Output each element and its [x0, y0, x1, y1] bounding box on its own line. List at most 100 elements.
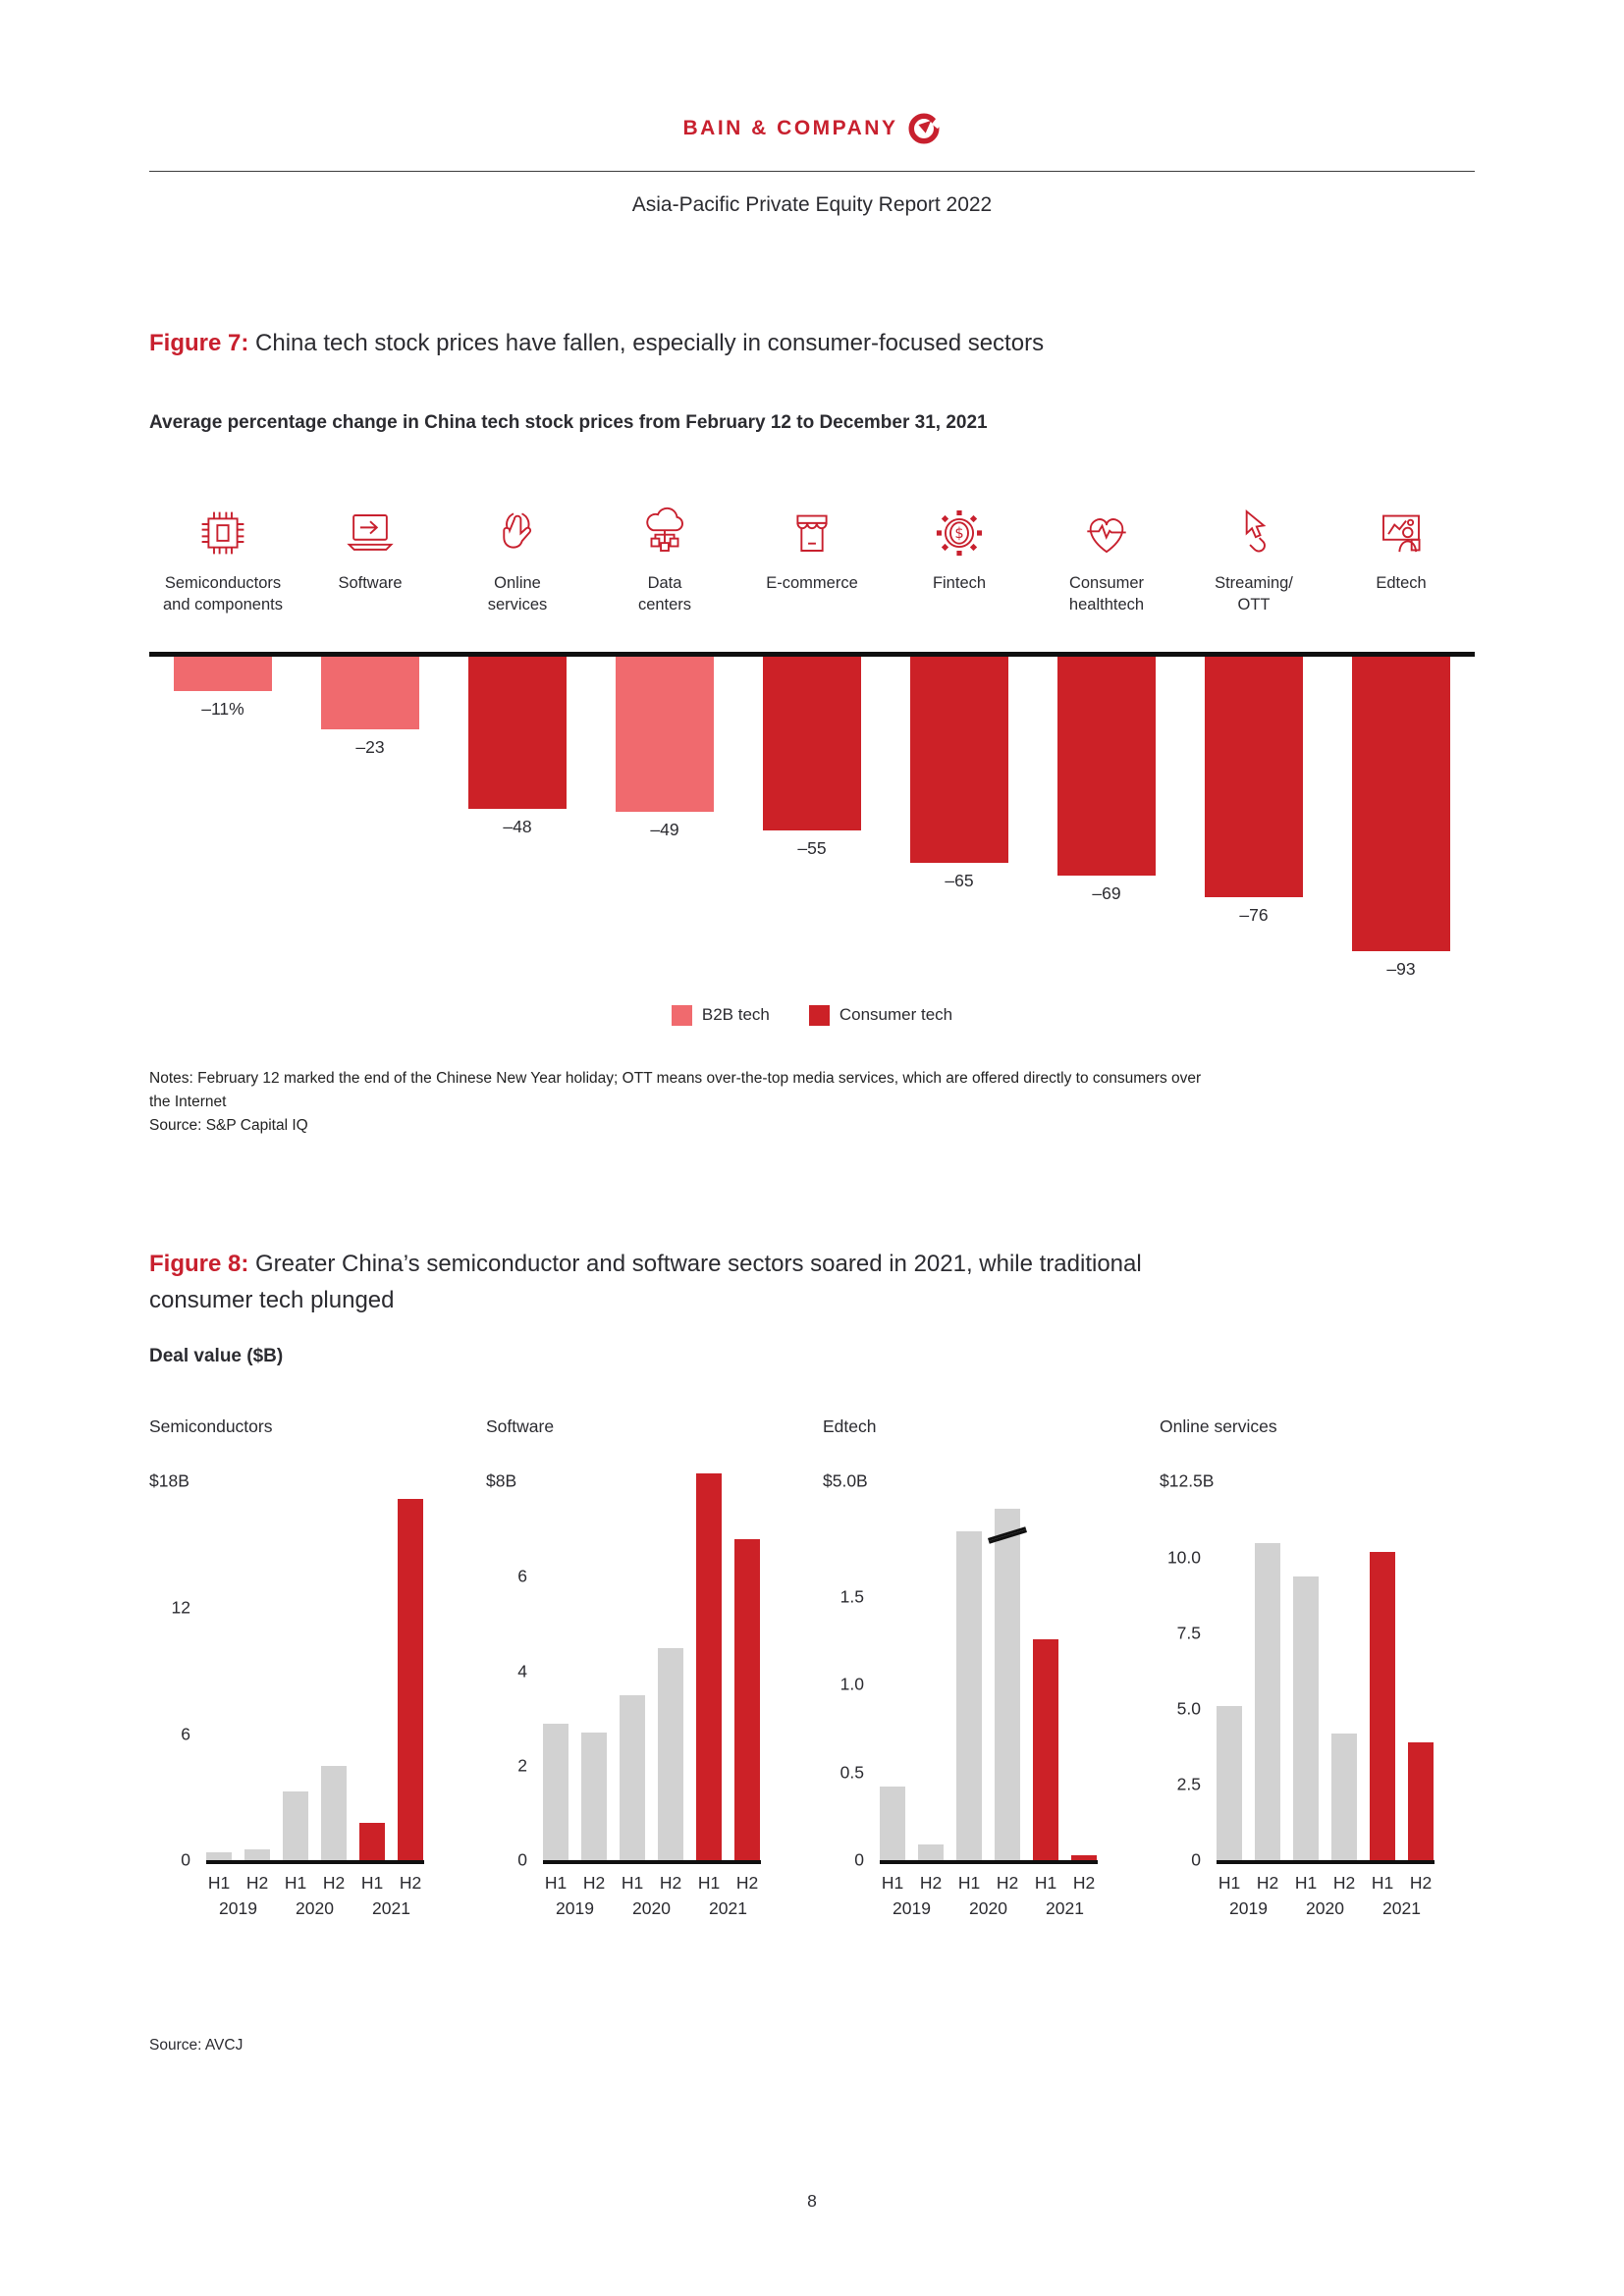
axis-tick-label: 0 [517, 1849, 527, 1870]
sector-bar-column: –23 [297, 656, 444, 980]
axis-tick-label: 0 [854, 1849, 864, 1870]
bar-value-label: –11% [201, 698, 244, 719]
sector-column: Software [297, 507, 444, 616]
bar [1293, 1575, 1319, 1861]
period-label: H2 [1256, 1873, 1279, 1894]
legend-label: Consumer tech [839, 1005, 953, 1025]
chart-panel-software: Software $8B 6 4 2 0 H1 H2 H1 H2 H1 H2 2019 2020 2021 [486, 1416, 761, 1919]
x-axis-line [543, 1860, 761, 1865]
sector-label-line: E-commerce [766, 574, 858, 593]
period-label: H2 [996, 1873, 1019, 1894]
sector-label: Online services [488, 573, 548, 616]
bar [321, 1765, 347, 1861]
bar [543, 1723, 568, 1861]
bar [321, 656, 419, 729]
sector-column: E-commerce [738, 507, 886, 616]
sector-label-line: Semiconductors [164, 574, 282, 593]
axis-tick-label: 7.5 [1176, 1623, 1201, 1643]
bar [581, 1733, 607, 1861]
bar [763, 656, 861, 830]
sector-icons-row: Semiconductors and components Software Onli… [149, 507, 1475, 616]
period-label: H1 [697, 1873, 721, 1894]
panel-title: Software [486, 1416, 555, 1437]
presentation-person-icon [1375, 507, 1428, 561]
axis-tick-label: 2 [517, 1755, 527, 1776]
sector-column: $ Fintech [886, 507, 1033, 616]
cursor-click-icon [1227, 507, 1280, 561]
period-label: H2 [1332, 1873, 1356, 1894]
axis-tick-label: 6 [181, 1724, 190, 1744]
panel-title: Semiconductors [149, 1416, 273, 1437]
sector-label-line: Fintech [932, 574, 987, 593]
bar-value-label: –23 [355, 736, 385, 757]
period-label: H2 [322, 1873, 346, 1894]
period-label: H2 [582, 1873, 606, 1894]
bar [1408, 1742, 1434, 1861]
bar [658, 1647, 683, 1861]
chip-icon [196, 507, 249, 561]
period-label: H2 [659, 1873, 682, 1894]
sector-label-line: healthtech [1068, 595, 1145, 614]
sector-column: Edtech [1327, 507, 1475, 616]
bar-value-label: –93 [1386, 958, 1416, 979]
period-label: H2 [245, 1873, 269, 1894]
storefront-icon [785, 507, 839, 561]
bar [616, 656, 714, 812]
period-label: H2 [399, 1873, 422, 1894]
bar [734, 1538, 760, 1861]
panel-plot: $8B 6 4 2 0 [486, 1471, 761, 1870]
bar [1071, 1854, 1097, 1861]
figure8-title-line1: Greater China’s semiconductor and softwa… [255, 1250, 1142, 1277]
period-labels: H1 H2 H1 H2 H1 H2 [543, 1873, 761, 1894]
cloud-network-icon [638, 507, 691, 561]
figure8-title-line2: consumer tech plunged [149, 1286, 395, 1313]
period-labels: H1 H2 H1 H2 H1 H2 [206, 1873, 424, 1894]
sector-label: Fintech [933, 573, 986, 595]
figure8-source: Source: AVCJ [149, 2037, 244, 2055]
period-label: H1 [1218, 1873, 1241, 1894]
sector-label-line: Data [647, 574, 682, 593]
sector-label-line: Online [494, 574, 541, 593]
period-labels: H1 H2 H1 H2 H1 H2 [880, 1873, 1098, 1894]
year-label: 2019 [219, 1898, 257, 1919]
period-label: H1 [544, 1873, 568, 1894]
x-axis-line [1217, 1860, 1435, 1865]
panel-title: Edtech [823, 1416, 877, 1437]
bars-group [543, 1472, 761, 1861]
document-title: Asia-Pacific Private Equity Report 2022 [631, 193, 993, 216]
sector-bar-column: –76 [1180, 656, 1327, 980]
figure7-label: Figure 7: [149, 330, 249, 356]
period-label: H1 [621, 1873, 644, 1894]
sector-column: Data centers [591, 507, 738, 616]
axis-max-label: $8B [486, 1470, 517, 1491]
axis-max-label: $5.0B [823, 1470, 868, 1491]
year-labels: 2019 2020 2021 [1217, 1898, 1435, 1919]
bar [1255, 1542, 1280, 1861]
bar [174, 656, 272, 691]
axis-tick-label: 5.0 [1176, 1698, 1201, 1719]
bar [1217, 1706, 1242, 1861]
bar [244, 1849, 270, 1861]
sector-label-line: Consumer [1068, 574, 1145, 593]
period-label: H1 [881, 1873, 904, 1894]
bar [956, 1531, 982, 1861]
bar-value-label: –49 [650, 819, 679, 839]
year-label: 2020 [969, 1898, 1007, 1919]
figure7-bar-chart: –11% –23 –48 –49 –55 –65 –69 –76 –93 [149, 651, 1475, 980]
chart-panel-online-services: Online services $12.5B 10.0 7.5 5.0 2.5 0 H1 H2 H… [1160, 1416, 1435, 1919]
year-label: 2020 [1306, 1898, 1344, 1919]
year-label: 2021 [372, 1898, 410, 1919]
sector-column: Consumer healthtech [1033, 507, 1180, 616]
sector-bar-column: –55 [738, 656, 886, 980]
axis-max-label: $12.5B [1160, 1470, 1215, 1491]
bar [620, 1694, 645, 1861]
sector-label: Software [338, 573, 402, 595]
panel-plot: $5.0B 1.5 1.0 0.5 0 [823, 1471, 1098, 1870]
bar [398, 1499, 423, 1861]
figure8-label: Figure 8: [149, 1250, 249, 1277]
bar-value-label: –48 [503, 816, 532, 836]
bar [1352, 656, 1450, 951]
year-labels: 2019 2020 2021 [206, 1898, 424, 1919]
year-label: 2020 [296, 1898, 334, 1919]
sector-label-line: and components [162, 595, 283, 614]
